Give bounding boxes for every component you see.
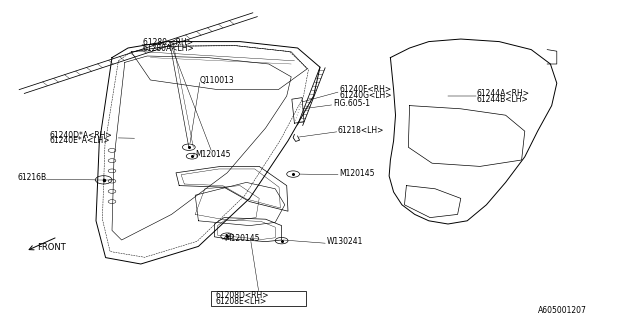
Text: W130241: W130241 (326, 237, 363, 246)
Text: 61240G<LH>: 61240G<LH> (339, 91, 392, 100)
Text: M120145: M120145 (195, 150, 230, 159)
Text: Q110013: Q110013 (200, 76, 234, 85)
Text: A605001207: A605001207 (538, 306, 586, 315)
Text: 61216B: 61216B (18, 173, 47, 182)
Text: 61280 <RH>: 61280 <RH> (143, 38, 193, 47)
Text: 61240F<RH>: 61240F<RH> (339, 85, 391, 94)
Text: 61218<LH>: 61218<LH> (338, 126, 384, 135)
Text: 61240D*A<RH>: 61240D*A<RH> (50, 131, 113, 140)
Text: M120145: M120145 (224, 234, 259, 243)
Text: 61208D<RH>: 61208D<RH> (215, 291, 269, 300)
Text: 61208E<LH>: 61208E<LH> (215, 297, 266, 306)
Text: 61244B<LH>: 61244B<LH> (477, 95, 529, 104)
Text: 61280A<LH>: 61280A<LH> (143, 44, 195, 52)
Text: FRONT: FRONT (37, 243, 66, 252)
Bar (211, 291, 306, 306)
Text: M120145: M120145 (339, 169, 374, 178)
Text: 61244A<RH>: 61244A<RH> (477, 89, 530, 98)
Text: 61240E*A<LH>: 61240E*A<LH> (50, 136, 111, 145)
Text: FIG.605-1: FIG.605-1 (333, 99, 370, 108)
